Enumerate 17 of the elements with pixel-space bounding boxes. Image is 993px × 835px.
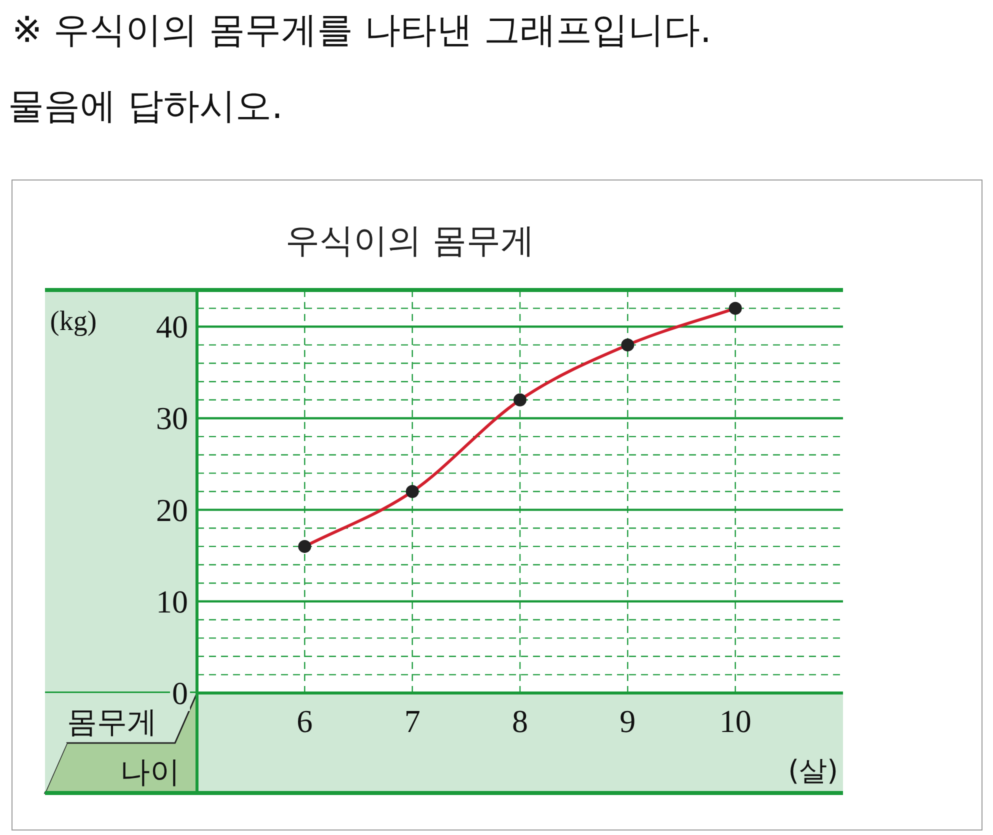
text: (kg) xyxy=(50,306,97,337)
y-tick-label: 10 xyxy=(156,583,188,620)
text: ※ 우식이의 몸무게를 나타낸 그래프입니다. xyxy=(12,10,712,51)
x-tick-label: 7 xyxy=(404,703,420,739)
x-tick-label: 9 xyxy=(620,703,636,739)
y-axis-title: 몸무게 xyxy=(67,705,157,740)
text: (살) xyxy=(788,754,838,787)
y-tick-label: 0 xyxy=(172,675,188,711)
chart-title: 우식이의 몸무게 xyxy=(286,221,534,261)
y-tick-label: 40 xyxy=(156,308,188,345)
x-axis-title: 나이 xyxy=(120,755,180,790)
text: 물음에 답하시오. xyxy=(8,86,283,127)
x-tick-label: 10 xyxy=(719,703,752,739)
y-tick-label: 30 xyxy=(156,400,188,436)
x-tick-label: 8 xyxy=(512,703,528,739)
y-tick-label: 20 xyxy=(156,492,188,528)
x-tick-label: 6 xyxy=(296,703,313,739)
